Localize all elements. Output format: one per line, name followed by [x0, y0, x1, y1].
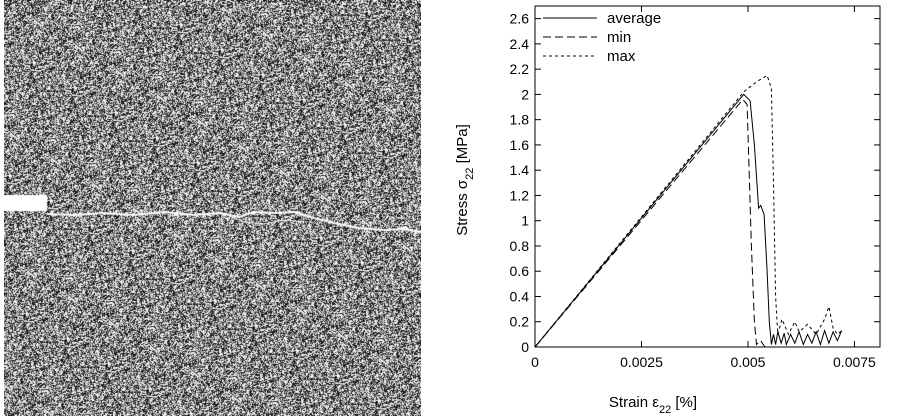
x-tick-label: 0: [531, 354, 539, 370]
legend-label-max: max: [607, 48, 636, 65]
y-tick-label: 1.2: [510, 187, 530, 203]
stress-strain-chart: 0 0.2 0.4 0.6 0.8 1 1.2 1.4 1.6 1.8 2 2.2 2.4 2.6 0 0.0…: [440, 0, 898, 416]
y-tick-label: 1: [521, 213, 529, 229]
y-tick-label: 2: [521, 86, 529, 102]
series-line-average: [534, 93, 843, 348]
y-tick-label: 0.8: [510, 238, 530, 254]
y-tick-label: 1.8: [510, 112, 530, 128]
y-tick-label: 1.4: [510, 162, 530, 178]
y-tick-label: 0.6: [510, 263, 530, 279]
x-axis-label: Strain ε22 [%]: [609, 394, 697, 416]
y-tick-label: 2.2: [510, 61, 530, 77]
y-tick-label: 2.6: [510, 11, 530, 27]
legend-label-min: min: [607, 29, 631, 46]
plot-frame: [534, 5, 881, 348]
y-tick-label: 0.4: [510, 288, 530, 304]
y-axis-label: Stress σ22 [MPa]: [454, 124, 476, 236]
series-line-max: [534, 74, 843, 348]
series-line-min: [534, 98, 766, 348]
y-tick-label: 0: [521, 339, 529, 355]
x-tick-label: 0.0025: [620, 354, 663, 370]
chart-canvas: 0 0.2 0.4 0.6 0.8 1 1.2 1.4 1.6 1.8 2 2.2 2.4 2.6 0 0.0…: [454, 5, 881, 416]
legend-label-average: average: [607, 10, 661, 27]
particle-field-image: [4, 0, 421, 416]
y-tick-label: 0.2: [510, 314, 530, 330]
y-tick-label: 1.6: [510, 137, 530, 153]
x-tick-label: 0.005: [730, 354, 765, 370]
fracture-simulation-panel: [4, 0, 421, 416]
series-layer: [534, 74, 843, 348]
plot-area: [534, 5, 881, 348]
ticks-layer: 0 0.2 0.4 0.6 0.8 1 1.2 1.4 1.6 1.8 2 2.2 2.4 2.6 0 0.0…: [510, 6, 880, 370]
legend: average min max: [543, 10, 661, 65]
x-tick-label: 0.0075: [833, 354, 876, 370]
y-tick-label: 2.4: [510, 36, 530, 52]
